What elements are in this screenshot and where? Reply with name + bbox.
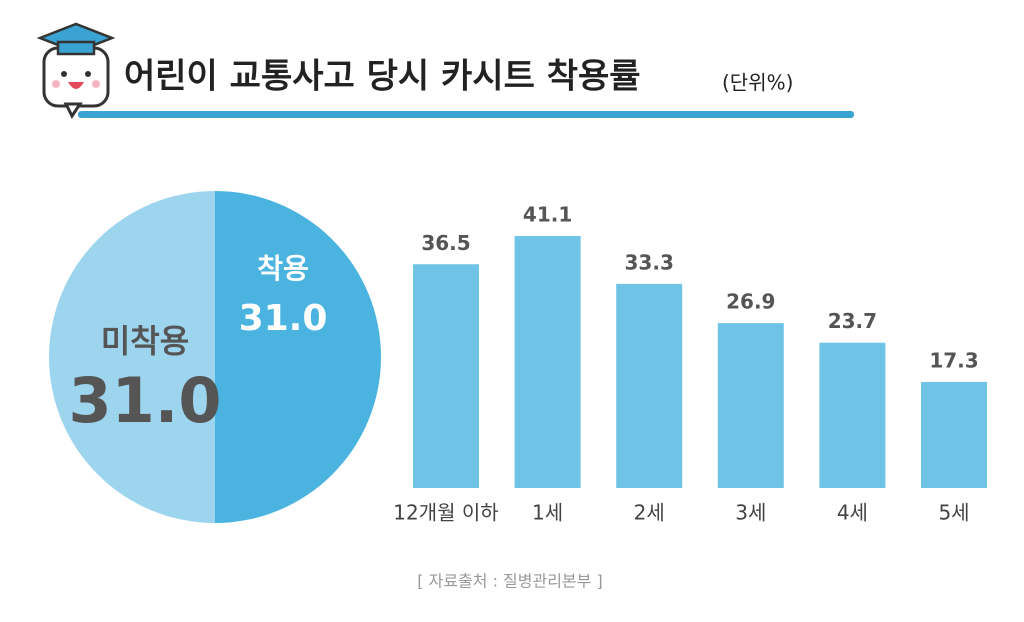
x-tick-label: 4세	[837, 501, 868, 525]
pie-slice	[215, 191, 381, 523]
slice-value: 31.0	[239, 298, 328, 339]
slice-label: 미착용	[101, 322, 189, 360]
x-tick-label: 3세	[735, 501, 766, 525]
source: [ 자료출처 : 질병관리본부 ]	[417, 572, 602, 591]
x-tick-label: 12개월 이하	[393, 501, 498, 525]
pie-slice	[49, 191, 215, 523]
bar-value: 33.3	[625, 250, 674, 274]
bar	[921, 381, 987, 488]
bar	[616, 283, 683, 488]
x-tick-label: 5세	[938, 501, 969, 525]
bar-value: 17.3	[929, 348, 978, 372]
bar-value: 41.1	[523, 203, 572, 227]
slice-label: 착용	[257, 252, 309, 285]
bar-value: 36.5	[421, 231, 470, 255]
bar-value: 23.7	[828, 309, 877, 333]
x-tick-label: 1세	[532, 501, 563, 525]
slice-value: 31.0	[69, 364, 222, 437]
bar-value: 26.9	[726, 290, 775, 314]
bar	[413, 264, 479, 488]
bar	[717, 323, 784, 488]
title-underline	[78, 111, 854, 118]
unit: (단위%)	[722, 71, 793, 95]
icon	[36, 22, 116, 119]
title: 어린이 교통사고 당시 카시트 착용률	[124, 57, 641, 97]
x-tick-label: 2세	[634, 501, 665, 525]
bar	[514, 236, 581, 488]
bar	[819, 342, 886, 488]
